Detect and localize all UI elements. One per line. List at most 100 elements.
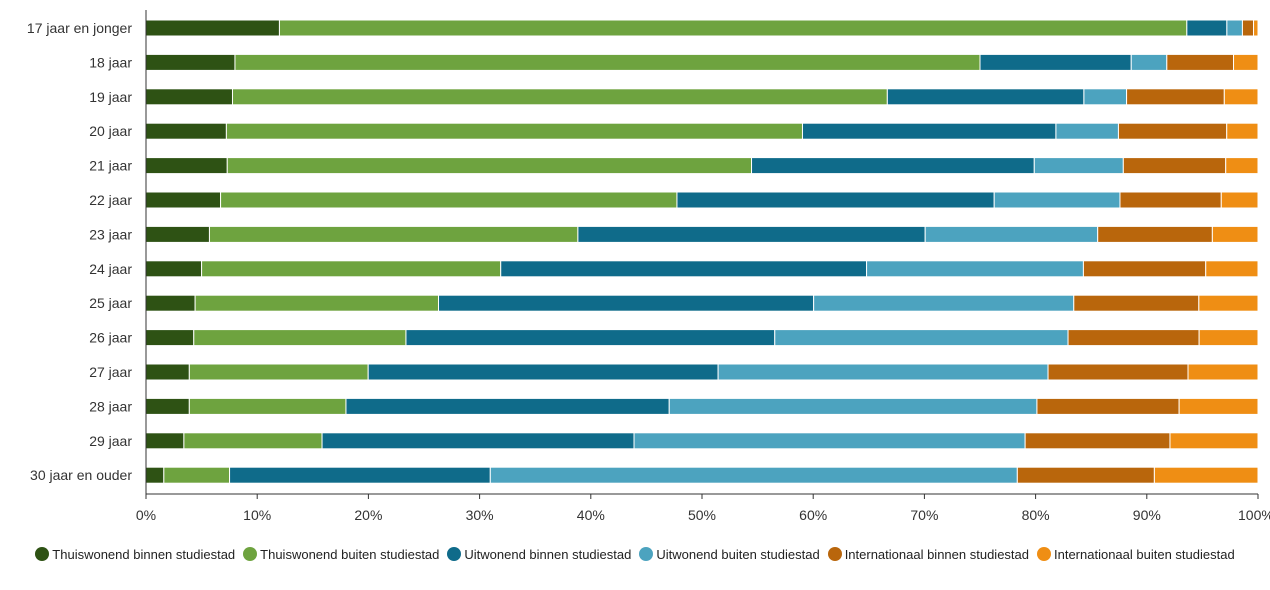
bar-segment xyxy=(193,329,407,347)
category-label: 27 jaar xyxy=(89,364,132,380)
legend-label: Uitwonend buiten studiestad xyxy=(656,546,820,562)
bar-segment xyxy=(801,122,1057,140)
bar-segment xyxy=(1024,432,1171,450)
bar-segment xyxy=(1033,157,1124,175)
legend-item[interactable]: Uitwonend binnen studiestad xyxy=(447,544,631,564)
bar-segment xyxy=(1036,397,1180,415)
bar-segment xyxy=(345,397,670,415)
bar-segment xyxy=(145,260,203,278)
bar-segment xyxy=(993,191,1121,209)
category-label: 26 jaar xyxy=(89,330,132,346)
legend-item[interactable]: Uitwonend buiten studiestad xyxy=(639,544,820,564)
bar-segment xyxy=(813,294,1075,312)
bar-segment xyxy=(145,466,165,484)
bar-segment xyxy=(231,88,888,106)
bar-segment xyxy=(145,53,236,71)
legend-item[interactable]: Internationaal binnen studiestad xyxy=(827,544,1029,564)
legend-item[interactable]: Internationaal buiten studiestad xyxy=(1037,544,1235,564)
x-tick-label: 20% xyxy=(354,507,382,523)
bar-segment xyxy=(1122,157,1227,175)
category-label: 18 jaar xyxy=(89,54,132,70)
bar-segment xyxy=(1186,19,1228,37)
x-tick-label: 80% xyxy=(1022,507,1050,523)
legend-label: Thuiswonend binnen studiestad xyxy=(52,546,236,562)
bar-segment xyxy=(866,260,1084,278)
legend-swatch xyxy=(35,547,50,561)
legend-label: Uitwonend binnen studiestad xyxy=(464,546,632,562)
bar-segment xyxy=(1047,363,1189,381)
bar-segment xyxy=(405,329,776,347)
bar-segment xyxy=(145,225,210,243)
bar-segment xyxy=(1082,260,1207,278)
bar-segment xyxy=(220,191,678,209)
bar-segment xyxy=(1220,191,1259,209)
bar-segment xyxy=(163,466,231,484)
bar-segment xyxy=(145,88,233,106)
bar-segment xyxy=(1226,122,1259,140)
bar-segment xyxy=(1166,53,1235,71)
bar-segment xyxy=(234,53,981,71)
bar-segment xyxy=(1016,466,1155,484)
category-label: 30 jaar en ouder xyxy=(30,467,132,483)
bar-segment xyxy=(1233,53,1259,71)
bar-segment xyxy=(577,225,926,243)
bar-segment xyxy=(1211,225,1259,243)
x-tick-label: 60% xyxy=(799,507,827,523)
category-label: 21 jaar xyxy=(89,158,132,174)
bar-segment xyxy=(229,466,491,484)
bar-segment xyxy=(201,260,502,278)
x-axis: 0% 10% 20% 30% 40% 50% 60% 70% 80% 90% 100% xyxy=(136,10,1270,523)
x-tick-label: 90% xyxy=(1133,507,1161,523)
legend-swatch xyxy=(639,547,654,561)
bar-segment xyxy=(717,363,1049,381)
bar-segment xyxy=(1198,329,1259,347)
bar-segment xyxy=(145,363,190,381)
bars-group xyxy=(145,19,1259,484)
x-tick-label: 10% xyxy=(243,507,271,523)
legend-item[interactable]: Thuiswonend binnen studiestad xyxy=(35,544,235,564)
x-tick-label: 30% xyxy=(466,507,494,523)
bar-segment xyxy=(1097,225,1213,243)
bar-segment xyxy=(489,466,1018,484)
legend: Thuiswonend binnen studiestad Thuiswonend… xyxy=(0,544,1270,564)
bar-segment xyxy=(633,432,1026,450)
category-label: 20 jaar xyxy=(89,123,132,139)
bar-segment xyxy=(145,397,190,415)
x-tick-label: 70% xyxy=(910,507,938,523)
bar-segment xyxy=(1223,88,1259,106)
category-label: 25 jaar xyxy=(89,295,132,311)
bar-segment xyxy=(1130,53,1168,71)
x-tick-label: 100% xyxy=(1238,507,1270,523)
bar-segment xyxy=(1253,19,1259,37)
bar-segment xyxy=(924,225,1099,243)
bar-segment xyxy=(188,397,347,415)
bar-segment xyxy=(183,432,323,450)
stacked-bar-chart: 17 jaar en jonger 18 jaar 19 jaar 20 jaar 21… xyxy=(27,10,1270,523)
bar-segment xyxy=(1169,432,1259,450)
legend-label: Thuiswonend buiten studiestad xyxy=(260,546,440,562)
category-label: 28 jaar xyxy=(89,398,132,414)
bar-segment xyxy=(194,294,440,312)
bar-segment xyxy=(886,88,1085,106)
category-label: 19 jaar xyxy=(89,89,132,105)
x-tick-label: 0% xyxy=(136,507,156,523)
bar-segment xyxy=(145,294,196,312)
bar-segment xyxy=(1205,260,1259,278)
bar-segment xyxy=(1073,294,1200,312)
bar-segment xyxy=(1055,122,1119,140)
category-labels: 17 jaar en jonger 18 jaar 19 jaar 20 jaar 21… xyxy=(27,20,132,483)
bar-segment xyxy=(225,122,803,140)
legend-swatch xyxy=(447,547,462,561)
x-tick-label: 50% xyxy=(688,507,716,523)
bar-segment xyxy=(321,432,635,450)
legend-label: Internationaal buiten studiestad xyxy=(1054,546,1235,562)
bar-segment xyxy=(145,191,222,209)
legend-item[interactable]: Thuiswonend buiten studiestad xyxy=(243,544,439,564)
bar-segment xyxy=(1083,88,1128,106)
category-label: 22 jaar xyxy=(89,192,132,208)
bar-segment xyxy=(188,363,369,381)
bar-segment xyxy=(1198,294,1259,312)
bar-segment xyxy=(1178,397,1259,415)
bar-segment xyxy=(751,157,1035,175)
bar-segment xyxy=(1187,363,1259,381)
